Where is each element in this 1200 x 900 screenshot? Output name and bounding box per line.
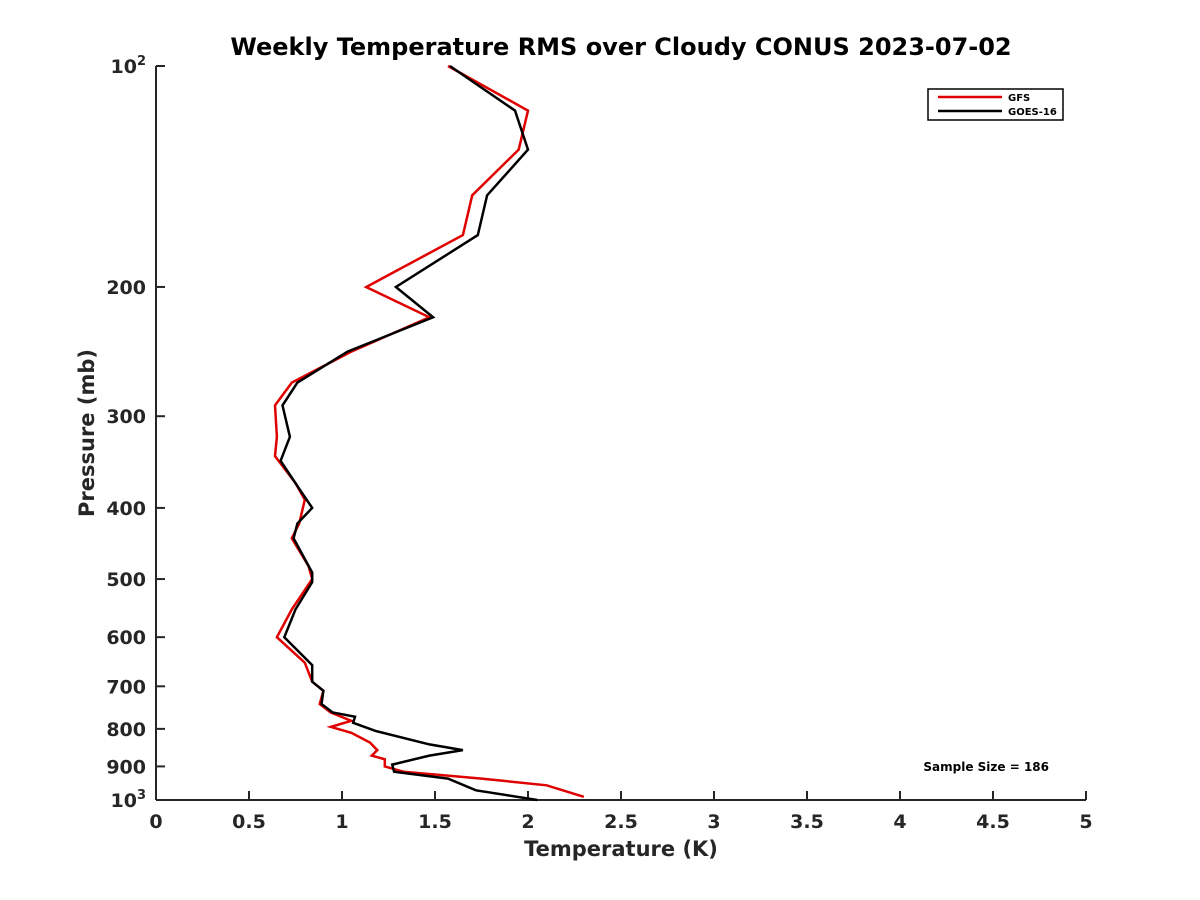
y-tick-label: 200 bbox=[106, 277, 146, 299]
x-tick-label: 2.5 bbox=[604, 811, 638, 833]
y-tick-label: 300 bbox=[106, 406, 146, 428]
x-tick-label: 4 bbox=[893, 811, 906, 833]
plot-area bbox=[155, 66, 1086, 801]
legend-label-gfs: GFS bbox=[1008, 93, 1030, 104]
legend-box bbox=[927, 88, 1064, 121]
x-tick-label: 0.5 bbox=[232, 811, 266, 833]
series-line-gfs bbox=[273, 64, 585, 798]
y-tick-label: 500 bbox=[106, 569, 146, 591]
y-tick-label: 600 bbox=[106, 627, 146, 649]
y-tick-label: 102 bbox=[111, 54, 147, 78]
x-tick-label: 2 bbox=[521, 811, 534, 833]
y-tick-label: 400 bbox=[106, 498, 146, 520]
y-tick-label: 103 bbox=[111, 788, 147, 812]
x-tick-label: 5 bbox=[1079, 811, 1092, 833]
y-tick-label: 900 bbox=[106, 756, 146, 778]
y-ticks: 102 200 300 400 500 600 700 800 900 103 bbox=[106, 54, 165, 812]
y-tick-label: 700 bbox=[106, 676, 146, 698]
x-tick-label: 1 bbox=[335, 811, 348, 833]
x-ticks: 0 0.5 1 1.5 2 2.5 3 3.5 4 4.5 5 bbox=[149, 791, 1093, 833]
chart-title: Weekly Temperature RMS over Cloudy CONUS… bbox=[230, 33, 1011, 61]
series-layer bbox=[273, 64, 585, 802]
x-tick-label: 0 bbox=[149, 811, 162, 833]
x-tick-label: 4.5 bbox=[976, 811, 1010, 833]
y-tick-label: 800 bbox=[106, 719, 146, 741]
x-axis-label: Temperature (K) bbox=[524, 837, 718, 861]
legend: GFS GOES-16 bbox=[927, 88, 1064, 121]
x-tick-label: 3 bbox=[707, 811, 720, 833]
legend-label-goes16: GOES-16 bbox=[1008, 107, 1057, 118]
series-line-goes16 bbox=[279, 64, 538, 802]
x-tick-label: 1.5 bbox=[418, 811, 452, 833]
y-axis-label: Pressure (mb) bbox=[75, 349, 99, 517]
sample-size-annotation: Sample Size = 186 bbox=[923, 760, 1049, 774]
x-tick-label: 3.5 bbox=[790, 811, 824, 833]
